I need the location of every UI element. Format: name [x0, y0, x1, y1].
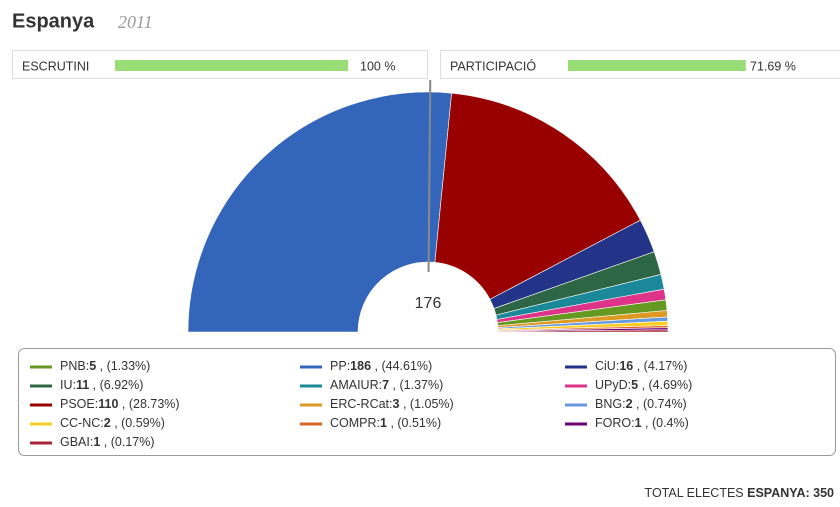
legend-percent: (4.17%): [644, 359, 688, 373]
progress-label: ESCRUTINI: [22, 59, 89, 73]
legend-seats: 3: [393, 397, 400, 411]
legend-entry: CC-NC:2 , (0.59%): [60, 416, 165, 430]
legend-name: ERC-RCat: [330, 397, 390, 411]
legend-sep: ,: [100, 435, 110, 449]
legend-name: AMAIUR: [330, 378, 379, 392]
legend-entry: FORO:1 , (0.4%): [595, 416, 689, 430]
legend-percent: (28.73%): [129, 397, 180, 411]
legend-seats: 1: [93, 435, 100, 449]
legend-name: PNB: [60, 359, 86, 373]
legend-sep: ,: [118, 397, 128, 411]
legend-seats: 16: [619, 359, 633, 373]
legend-percent: (44.61%): [381, 359, 432, 373]
legend-seats: 2: [626, 397, 633, 411]
legend-sep: ,: [633, 397, 643, 411]
legend-name: PP: [330, 359, 347, 373]
legend-percent: (4.69%): [649, 378, 693, 392]
year: 2011: [118, 12, 153, 32]
legend-name: UPyD: [595, 378, 628, 392]
legend-percent: (6.92%): [100, 378, 144, 392]
legend-sep: ,: [633, 359, 643, 373]
legend-percent: (0.59%): [121, 416, 165, 430]
legend-percent: (0.51%): [397, 416, 441, 430]
legend-entry: GBAI:1 , (0.17%): [60, 435, 155, 449]
legend-percent: (1.05%): [410, 397, 454, 411]
title: Espanya: [12, 10, 95, 32]
legend-seats: 1: [635, 416, 642, 430]
legend-entry: UPyD:5 , (4.69%): [595, 378, 692, 392]
legend-entry: PSOE:110 , (28.73%): [60, 397, 180, 411]
legend-sep: ,: [387, 416, 397, 430]
legend-name: IU: [60, 378, 73, 392]
total-region: ESPANYA:: [747, 486, 810, 500]
legend-percent: (0.17%): [111, 435, 155, 449]
seat-segment: [188, 92, 452, 332]
legend-name: CC-NC: [60, 416, 100, 430]
legend-percent: (1.33%): [107, 359, 151, 373]
progress-value: 100 %: [360, 59, 395, 73]
total-seats: 350: [813, 486, 834, 500]
legend-entry: COMPR:1 , (0.51%): [330, 416, 441, 430]
legend-seats: 5: [89, 359, 96, 373]
legend-seats: 110: [98, 397, 118, 411]
majority-label: 176: [415, 295, 442, 312]
legend-seats: 5: [631, 378, 638, 392]
legend-sep: ,: [371, 359, 381, 373]
legend-entry: ERC-RCat:3 , (1.05%): [330, 397, 454, 411]
legend-sep: ,: [389, 378, 399, 392]
legend-seats: 1: [380, 416, 387, 430]
progress-bar: [115, 60, 348, 71]
legend-entry: AMAIUR:7 , (1.37%): [330, 378, 443, 392]
total-label: TOTAL ELECTES: [645, 486, 744, 500]
legend-entry: PNB:5 , (1.33%): [60, 359, 150, 373]
legend-seats: 11: [76, 378, 89, 392]
legend-sep: ,: [89, 378, 99, 392]
legend-sep: ,: [638, 378, 648, 392]
progress-value: 71.69 %: [750, 59, 796, 73]
progress-bar: [568, 60, 746, 71]
legend-seats: 7: [382, 378, 389, 392]
legend-sep: ,: [111, 416, 121, 430]
legend-name: BNG: [595, 397, 622, 411]
total: TOTAL ELECTES ESPANYA: 350: [645, 486, 835, 500]
legend-entry: PP:186 , (44.61%): [330, 359, 432, 373]
legend-percent: (0.4%): [652, 416, 689, 430]
legend-seats: 2: [104, 416, 111, 430]
legend-sep: ,: [642, 416, 652, 430]
legend-percent: (0.74%): [643, 397, 687, 411]
legend-entry: IU:11 , (6.92%): [60, 378, 143, 392]
legend-name: PSOE: [60, 397, 95, 411]
legend-entry: CiU:16 , (4.17%): [595, 359, 687, 373]
legend-name: COMPR: [330, 416, 377, 430]
legend-percent: (1.37%): [399, 378, 443, 392]
legend-name: CiU: [595, 359, 616, 373]
legend-sep: ,: [96, 359, 106, 373]
legend-sep: ,: [399, 397, 409, 411]
legend-name: GBAI: [60, 435, 90, 449]
legend-name: FORO: [595, 416, 631, 430]
progress-label: PARTICIPACIÓ: [450, 58, 536, 73]
legend-seats: 186: [350, 359, 371, 373]
legend-entry: BNG:2 , (0.74%): [595, 397, 687, 411]
